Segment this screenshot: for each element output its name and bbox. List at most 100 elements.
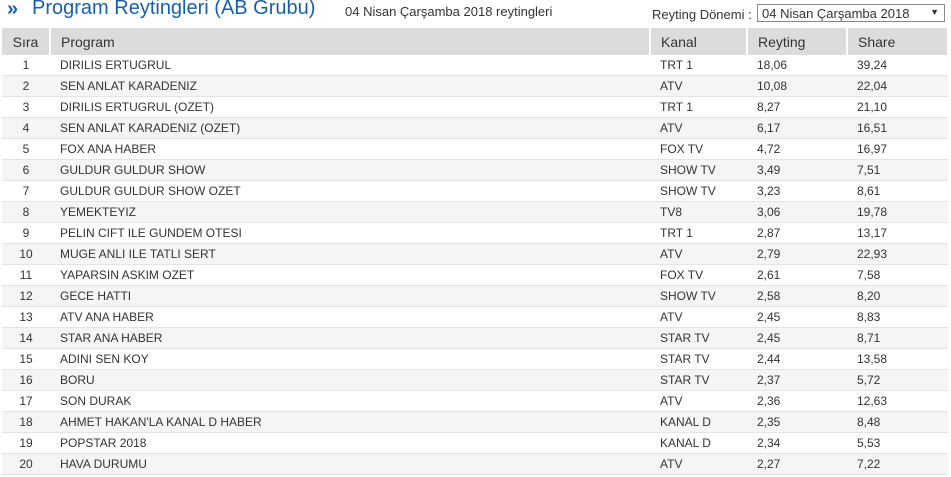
arrow-icon: » [7,0,19,20]
table-cell: 7 [2,180,50,202]
column-header: Share [847,28,949,55]
table-cell: 17 [2,390,50,412]
table-cell: 2,34 [747,432,847,454]
table-cell: 2,79 [747,243,847,265]
table-cell: 12 [2,285,50,307]
title: Program Reytingleri (AB Grubu) [32,0,316,19]
table-cell: ATV [650,390,747,412]
table-cell: YAPARSIN ASKIM OZET [50,264,650,286]
table-cell: FOX TV [650,138,747,160]
period-select[interactable]: 04 Nisan Çarşamba 2018 ▼ [757,4,945,22]
table-cell: 16,97 [847,138,948,160]
table-cell: DIRILIS ERTUGRUL (OZET) [50,96,650,118]
table-cell: GECE HATTI [50,285,650,307]
table-cell: TRT 1 [650,55,747,76]
table-cell: 2,35 [747,411,847,433]
table-cell: 16,51 [847,117,948,139]
table-cell: 12,63 [847,390,948,412]
table-cell: 3 [2,96,50,118]
table-cell: 14 [2,327,50,349]
table-cell: 7,22 [847,453,948,475]
table-cell: 2,61 [747,264,847,286]
table-cell: 11 [2,264,50,286]
table-cell: 8,48 [847,411,948,433]
table-row: 8 YEMEKTEYIZ TV8 3,06 19,78 [2,201,948,223]
table-cell: MUGE ANLI ILE TATLI SERT [50,243,650,265]
table-cell: GULDUR GULDUR SHOW OZET [50,180,650,202]
table-row: 19 POPSTAR 2018 KANAL D 2,34 5,53 [2,432,948,454]
table-row: 18 AHMET HAKAN'LA KANAL D HABER KANAL D 2,3… [2,411,948,433]
table-body: 1 DIRILIS ERTUGRUL TRT 1 18,06 39,24 2 SEN ANL… [2,55,948,475]
table-row: 15 ADINI SEN KOY STAR TV 2,44 13,58 [2,348,948,370]
table-cell: GULDUR GULDUR SHOW [50,159,650,181]
dropdown-arrow: ▼ [930,7,939,17]
table-cell: 13,58 [847,348,948,370]
table-row: 6 GULDUR GULDUR SHOW SHOW TV 3,49 7,51 [2,159,948,181]
table-cell: FOX ANA HABER [50,138,650,160]
table-cell: YEMEKTEYIZ [50,201,650,223]
table-cell: 15 [2,348,50,370]
table-cell: HAVA DURUMU [50,453,650,475]
column-header: Program [50,28,651,55]
table-cell: STAR TV [650,369,747,391]
table-cell: SEN ANLAT KARADENIZ (OZET) [50,117,650,139]
table-cell: 7,51 [847,159,948,181]
table-row: 14 STAR ANA HABER STAR TV 2,45 8,71 [2,327,948,349]
table-cell: 22,93 [847,243,948,265]
table-cell: 6,17 [747,117,847,139]
table-cell: 8,27 [747,96,847,118]
table-cell: 16 [2,369,50,391]
table-cell: 19 [2,432,50,454]
table-cell: PELIN CIFT ILE GUNDEM OTESI [50,222,650,244]
table-row: 1 DIRILIS ERTUGRUL TRT 1 18,06 39,24 [2,55,948,76]
table-cell: STAR TV [650,327,747,349]
table-cell: 18 [2,411,50,433]
table-cell: 10 [2,243,50,265]
table-cell: 8,71 [847,327,948,349]
table-cell: FOX TV [650,264,747,286]
table-cell: ATV [650,306,747,328]
table-cell: 2,44 [747,348,847,370]
table-cell: ATV [650,75,747,97]
table-row: 17 SON DURAK ATV 2,36 12,63 [2,390,948,412]
table-cell: 2 [2,75,50,97]
header: » Program Reytingleri (AB Grubu) 04 Nisa… [0,0,951,26]
table-cell: 3,49 [747,159,847,181]
table-cell: KANAL D [650,411,747,433]
table-cell: SHOW TV [650,180,747,202]
table-row: 20 HAVA DURUMU ATV 2,27 7,22 [2,453,948,475]
table-row: 11 YAPARSIN ASKIM OZET FOX TV 2,61 7,58 [2,264,948,286]
table-cell: 13,17 [847,222,948,244]
column-header: Reyting [747,28,848,55]
table-cell: ATV [650,117,747,139]
table-cell: 4 [2,117,50,139]
table-cell: 8,20 [847,285,948,307]
table-cell: ADINI SEN KOY [50,348,650,370]
table-cell: SEN ANLAT KARADENIZ [50,75,650,97]
table-cell: 8,61 [847,180,948,202]
table-cell: TRT 1 [650,96,747,118]
table-row: 16 BORU STAR TV 2,37 5,72 [2,369,948,391]
table-cell: 8 [2,201,50,223]
table-cell: 13 [2,306,50,328]
table-row: 13 ATV ANA HABER ATV 2,45 8,83 [2,306,948,328]
table-cell: 2,36 [747,390,847,412]
table-row: 5 FOX ANA HABER FOX TV 4,72 16,97 [2,138,948,160]
table-cell: STAR TV [650,348,747,370]
table-cell: SON DURAK [50,390,650,412]
table-row: 4 SEN ANLAT KARADENIZ (OZET) ATV 6,17 16,51 [2,117,948,139]
table-cell: TRT 1 [650,222,747,244]
table-cell: 5,72 [847,369,948,391]
table-cell: 19,78 [847,201,948,223]
table-cell: 5,53 [847,432,948,454]
table-cell: STAR ANA HABER [50,327,650,349]
table-cell: 4,72 [747,138,847,160]
table-cell: SHOW TV [650,285,747,307]
table-cell: DIRILIS ERTUGRUL [50,55,650,76]
table-cell: 2,37 [747,369,847,391]
table-row: 12 GECE HATTI SHOW TV 2,58 8,20 [2,285,948,307]
table-row: 9 PELIN CIFT ILE GUNDEM OTESI TRT 1 2,87 13,… [2,222,948,244]
table-cell: SHOW TV [650,159,747,181]
subtitle: 04 Nisan Çarşamba 2018 reytingleri [345,4,553,19]
